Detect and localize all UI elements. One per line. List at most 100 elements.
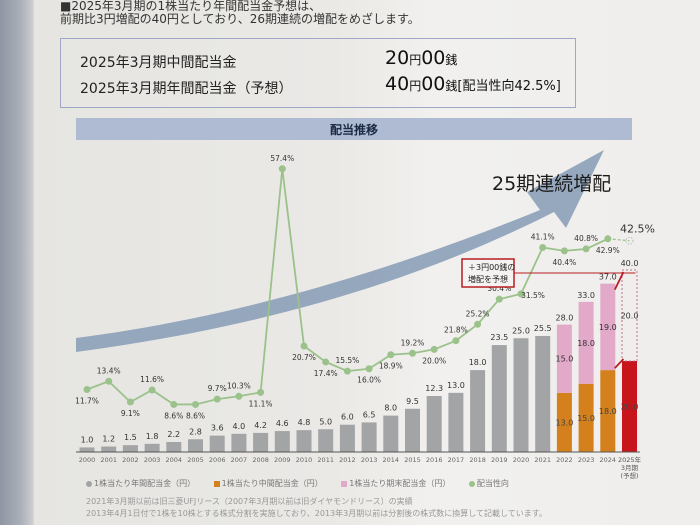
bar-label: 18.0 <box>469 358 487 367</box>
payout-label: 57.4% <box>270 154 294 163</box>
bar-annual <box>491 345 507 452</box>
bar-label: 2.8 <box>189 427 202 436</box>
payout-point <box>365 365 373 373</box>
payout-point <box>387 351 395 359</box>
legend-yearend: 1株当たり期末配当金（円） <box>341 479 450 488</box>
payout-label: 11.7% <box>75 396 99 405</box>
payout-point <box>517 290 525 298</box>
payout-label: 40.8% <box>574 234 598 243</box>
payout-point <box>539 243 547 251</box>
payout-point-forecast <box>625 236 634 245</box>
legend-interim-label: 1株当たり中間配当金（円） <box>221 479 323 488</box>
payout-label: 11.6% <box>140 375 164 384</box>
bar-label: 4.0 <box>233 422 246 431</box>
bar-label: 1.5 <box>124 433 137 442</box>
bar-label-yearend: 20.0 <box>621 312 639 321</box>
intro-line-2: 前期比3円増配の40円としており、26期連続の増配をめざします。 <box>60 12 420 26</box>
bar-annual <box>166 441 182 452</box>
payout-label: 41.1% <box>531 232 555 241</box>
bar-label-interim: 18.0 <box>599 407 617 416</box>
bar-label: 3.6 <box>211 424 224 433</box>
bar-annual <box>339 424 355 452</box>
payout-label: 20.7% <box>292 353 316 362</box>
payout-point <box>409 349 416 357</box>
payout-point <box>192 400 199 408</box>
bar-annual <box>253 432 269 452</box>
x-tick-label: 2001 <box>100 456 117 464</box>
x-tick-label: 2024 <box>600 456 617 464</box>
x-tick-label: 2018 <box>469 456 486 464</box>
payout-point <box>235 392 243 400</box>
payout-point <box>257 388 265 396</box>
interim-dividend-label: 2025年3月期中間配当金 <box>80 55 237 71</box>
x-tick-label: 2023 <box>578 456 595 464</box>
bar-yearend <box>578 301 594 384</box>
forecast-callout-line-1: ＋3円00銭の <box>468 262 515 272</box>
bar-interim-forecast <box>622 361 637 452</box>
payout-point <box>474 320 482 328</box>
bar-label: 4.6 <box>276 419 289 428</box>
x-tick-label: 2022 <box>556 456 573 464</box>
x-tick-label: 2020 <box>513 456 530 464</box>
payout-label: 21.8% <box>444 326 468 335</box>
increase-arrow-icon <box>613 271 625 291</box>
payout-label: 8.6% <box>164 411 183 420</box>
bar-label: 4.2 <box>254 421 267 430</box>
payout-label: 13.4% <box>97 366 121 375</box>
bar-label: 6.0 <box>341 413 354 422</box>
payout-point <box>560 247 568 255</box>
bar-yearend <box>600 283 616 371</box>
payout-point <box>213 395 221 403</box>
payout-point <box>105 377 113 385</box>
x-tick-label: 2012 <box>339 456 356 464</box>
payout-label: 9.7% <box>208 384 227 393</box>
payout-line-forecast <box>607 238 630 242</box>
x-tick-label: 2003 <box>144 456 161 464</box>
legend-payout-swatch <box>468 480 475 487</box>
legend-yearend-swatch <box>341 480 348 487</box>
bar-label-total: 33.0 <box>577 291 595 300</box>
bar-label: 4.8 <box>298 418 311 427</box>
bar-annual <box>101 446 117 452</box>
payout-label: 17.4% <box>314 369 338 378</box>
payout-point <box>604 235 612 243</box>
bar-annual <box>535 335 551 452</box>
payout-label: 30.4% <box>487 284 511 293</box>
x-tick-label: 2017 <box>448 456 465 464</box>
payout-point <box>278 165 286 173</box>
legend-annual-label: 1株当たり年間配当金（円） <box>94 479 196 488</box>
forecast-callout-line-2: 増配を予想 <box>468 274 508 284</box>
interim-increase-arrow-icon <box>614 358 625 369</box>
payout-point <box>582 245 590 253</box>
annual-dividend-label: 2025年3月期年間配当金（予想） <box>80 81 293 97</box>
interim-yen: 20 <box>385 47 410 69</box>
payout-point <box>83 385 91 393</box>
x-tick-label: 2002 <box>122 456 139 464</box>
x-tick-label: 2005 <box>187 456 204 464</box>
x-tick-label: 2016 <box>426 456 443 464</box>
section-header-band: 配当推移 <box>76 118 632 140</box>
bar-label-total: 37.0 <box>599 273 617 282</box>
payout-label: 16.0% <box>357 376 381 385</box>
section-title: 配当推移 <box>329 123 378 137</box>
x-tick-label: 2021 <box>534 456 551 464</box>
bar-annual <box>79 447 95 452</box>
x-tick-label: 2011 <box>317 456 334 464</box>
bar-label-interim: 13.0 <box>555 418 573 427</box>
bar-label-yearend: 15.0 <box>555 355 573 364</box>
x-tick-label: 2015 <box>404 456 421 464</box>
payout-label: 8.6% <box>186 411 205 420</box>
bar-annual <box>470 370 486 452</box>
bar-annual <box>231 433 247 452</box>
x-tick-label: 2007 <box>231 456 248 464</box>
bar-label: 13.0 <box>447 381 465 390</box>
annual-sen-unit: 銭 <box>445 79 458 93</box>
x-tick-label: 2014 <box>383 456 400 464</box>
payout-label: 18.9% <box>379 362 403 371</box>
payout-label: 42.9% <box>596 246 620 255</box>
bar-annual <box>383 415 399 452</box>
bar-label: 25.0 <box>512 326 530 335</box>
annual-yen: 40 <box>385 73 410 95</box>
x-tick-label: 2004 <box>166 456 183 464</box>
interim-sen-unit: 銭 <box>445 53 458 67</box>
